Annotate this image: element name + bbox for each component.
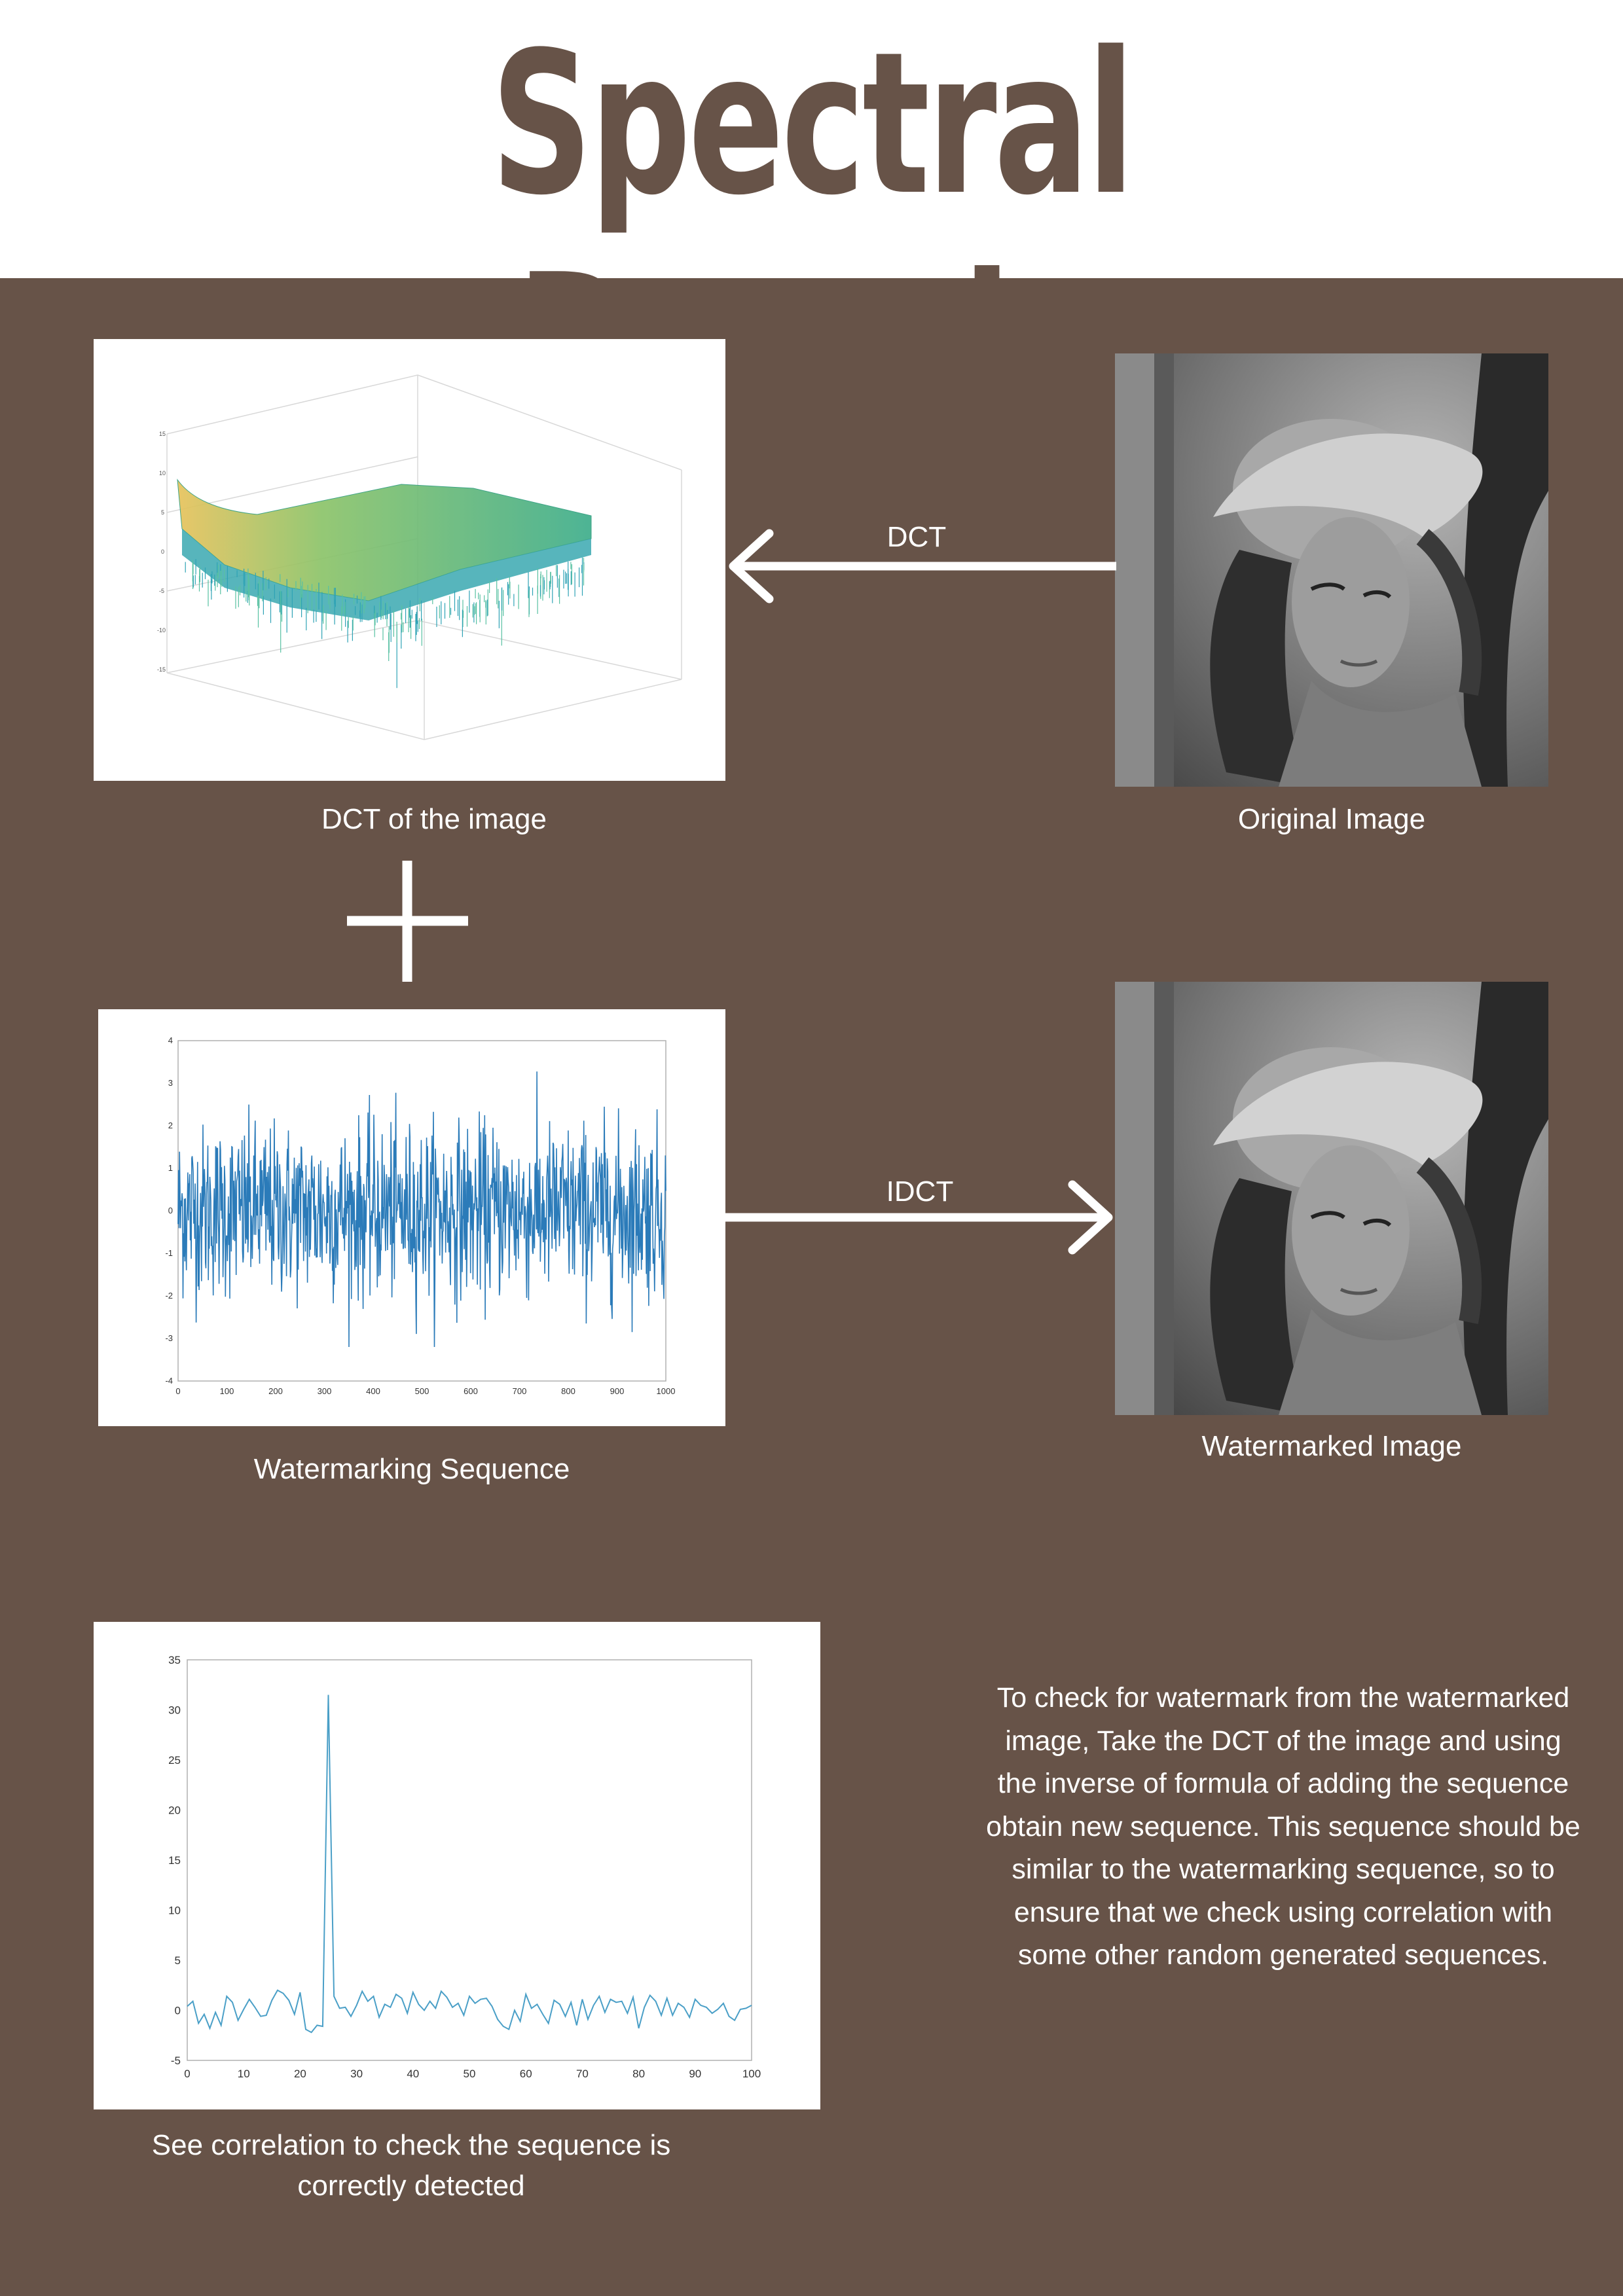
tick-label: 15 xyxy=(168,1854,181,1867)
tick-label: 10 xyxy=(238,2068,250,2080)
tick-label: 5 xyxy=(175,1954,181,1967)
tick-label: -5 xyxy=(171,2054,181,2067)
idct-arrow-label: IDCT xyxy=(886,1175,954,1208)
tick-label: 60 xyxy=(520,2068,532,2080)
tick-label: 1000 xyxy=(657,1386,676,1396)
tick-label: 400 xyxy=(366,1386,380,1396)
tick-label: 4 xyxy=(168,1035,173,1045)
tick-label: 2 xyxy=(168,1121,173,1130)
z-tick-label: -15 xyxy=(157,666,166,673)
tick-label: 35 xyxy=(168,1654,181,1666)
z-tick-label: -10 xyxy=(157,627,166,634)
tick-label: -2 xyxy=(165,1291,173,1300)
tick-label: 200 xyxy=(268,1386,283,1396)
tick-label: 80 xyxy=(632,2068,645,2080)
surface-axes-box xyxy=(166,374,682,740)
z-tick-label: 5 xyxy=(161,509,164,516)
portrait-image xyxy=(1115,353,1548,787)
idct-arrow xyxy=(725,1180,1113,1255)
dct-arrow-label: DCT xyxy=(886,521,947,553)
series-line xyxy=(187,1695,752,2034)
tick-label: 900 xyxy=(610,1386,625,1396)
surface-front xyxy=(182,529,591,620)
tick-label: 300 xyxy=(318,1386,332,1396)
caption-original-image: Original Image xyxy=(1237,803,1426,835)
z-tick-label: 0 xyxy=(161,548,164,555)
tick-label: -4 xyxy=(165,1376,173,1386)
tick-label: 800 xyxy=(561,1386,575,1396)
correlation-card: 35 30 25 20 15 10 5 0 -5 0 10 20 30 40 50 60 70 80 90 100 xyxy=(94,1622,820,2109)
watermark-sequence-card: 4 3 2 1 0 -1 -2 -3 -4 0 100 200 300 400 500 600 700 800 9… xyxy=(98,1009,725,1426)
surface-z-ticks: 15 10 5 0 -5 -10 -15 xyxy=(157,431,166,673)
dct-surface-card: 15 10 5 0 -5 -10 -15 xyxy=(94,339,725,781)
tick-label: 40 xyxy=(407,2068,419,2080)
tick-label: 10 xyxy=(168,1905,181,1917)
tick-label: 0 xyxy=(175,1386,180,1396)
tick-label: 3 xyxy=(168,1078,173,1088)
tick-label: 30 xyxy=(168,1704,181,1717)
y-tick-labels: 4 3 2 1 0 -1 -2 -3 -4 xyxy=(165,1035,173,1386)
arrow-right-icon xyxy=(1068,1180,1113,1255)
arrow-left-icon xyxy=(729,529,774,603)
tick-label: 90 xyxy=(689,2068,701,2080)
dct-surface-plot: 15 10 5 0 -5 -10 -15 xyxy=(157,374,682,740)
dct-arrow xyxy=(729,529,1116,603)
plot-frame xyxy=(187,1659,752,2061)
original-image xyxy=(1115,353,1548,787)
explanation-text: To check for watermark from the watermar… xyxy=(986,1682,1580,1971)
tick-label: 30 xyxy=(350,2068,363,2080)
tick-label: 25 xyxy=(168,1754,181,1767)
y-tick-labels: 35 30 25 20 15 10 5 0 -5 xyxy=(168,1654,181,2067)
plus-icon xyxy=(347,861,468,982)
caption-watermark-sequence: Watermarking Sequence xyxy=(253,1453,570,1485)
tick-label: 0 xyxy=(168,1206,173,1215)
watermark-sequence-plot: 4 3 2 1 0 -1 -2 -3 -4 0 100 200 300 400 500 600 700 800 9… xyxy=(165,1035,675,1396)
tick-label: 500 xyxy=(415,1386,429,1396)
z-tick-label: 10 xyxy=(159,470,166,476)
tick-label: 70 xyxy=(576,2068,589,2080)
tick-label: 20 xyxy=(168,1804,181,1817)
z-tick-label: -5 xyxy=(159,588,164,594)
tick-label: 100 xyxy=(742,2068,761,2080)
caption-dct-image: DCT of the image xyxy=(321,803,547,835)
tick-label: 1 xyxy=(168,1163,173,1173)
z-tick-label: 15 xyxy=(159,431,166,437)
tick-label: 0 xyxy=(175,2005,181,2017)
tick-label: 600 xyxy=(464,1386,478,1396)
surface-spikes xyxy=(185,557,585,689)
caption-watermarked-image: Watermarked Image xyxy=(1201,1430,1462,1462)
tick-label: 700 xyxy=(513,1386,527,1396)
tick-label: 20 xyxy=(294,2068,306,2080)
tick-label: -3 xyxy=(165,1333,173,1343)
watermarked-image xyxy=(1115,982,1548,1415)
x-tick-labels: 0 100 200 300 400 500 600 700 800 900 1000 xyxy=(175,1386,675,1396)
title-band: Spectral Domain xyxy=(0,0,1623,458)
caption-correlation: See correlation to check the sequence is… xyxy=(151,2129,671,2202)
tick-label: 0 xyxy=(184,2068,190,2080)
portrait-image xyxy=(1115,982,1548,1415)
x-tick-labels: 0 10 20 30 40 50 60 70 80 90 100 xyxy=(184,2068,761,2080)
series-line xyxy=(177,1071,666,1348)
tick-label: -1 xyxy=(165,1248,173,1258)
tick-label: 100 xyxy=(220,1386,234,1396)
tick-label: 50 xyxy=(464,2068,476,2080)
